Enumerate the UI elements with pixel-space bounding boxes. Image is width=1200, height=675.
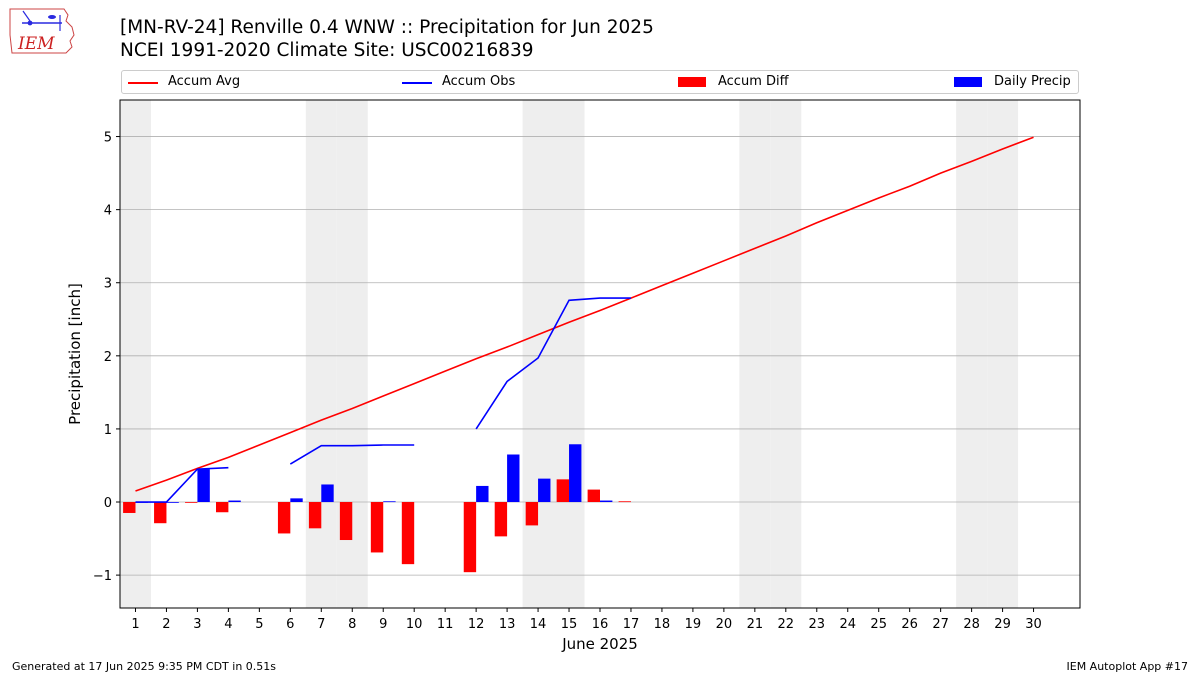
weekend-band — [739, 100, 771, 608]
accum-diff-bar — [277, 502, 291, 534]
legend-swatch-accum-obs — [402, 82, 432, 84]
footer-app: IEM Autoplot App #17 — [1066, 660, 1189, 673]
daily-precip-bar — [228, 500, 241, 503]
y-tick-label: 3 — [104, 277, 112, 292]
x-tick-label: 29 — [994, 617, 1011, 632]
y-tick-label: 1 — [104, 423, 112, 438]
weekend-band — [770, 100, 802, 608]
x-tick-label: 22 — [778, 617, 795, 632]
x-tick-label: 17 — [623, 617, 640, 632]
daily-precip-bar — [321, 484, 334, 503]
y-tick-label: 5 — [104, 131, 112, 146]
x-axis-label: June 2025 — [561, 635, 638, 653]
x-tick-label: 19 — [685, 617, 702, 632]
accum-obs-line — [289, 444, 415, 465]
accum-obs-line — [475, 297, 631, 430]
x-tick-label: 9 — [379, 617, 387, 632]
x-tick-label: 10 — [406, 617, 423, 632]
y-tick-label: −1 — [93, 569, 112, 584]
legend-label-accum-diff: Accum Diff — [718, 74, 789, 89]
weekend-band — [987, 100, 1019, 608]
x-tick-label: 2 — [162, 617, 170, 632]
accum-diff-bar — [339, 502, 353, 541]
x-tick-label: 11 — [437, 617, 454, 632]
legend-label-accum-obs: Accum Obs — [442, 74, 516, 89]
footer-generated: Generated at 17 Jun 2025 9:35 PM CDT in … — [12, 660, 277, 673]
daily-precip-bar — [290, 498, 303, 503]
accum-diff-bar — [308, 502, 322, 529]
y-tick-label: 2 — [104, 350, 112, 365]
x-tick-label: 21 — [747, 617, 764, 632]
daily-precip-bar — [507, 454, 520, 503]
iem-iowa-logo-icon: IEM — [9, 8, 75, 54]
daily-precip-bar — [569, 444, 582, 503]
plot-frame — [119, 99, 1081, 609]
daily-precip-bar — [383, 501, 396, 503]
x-tick-label: 5 — [255, 617, 263, 632]
chart-subtitle: NCEI 1991-2020 Climate Site: USC00216839 — [120, 40, 534, 61]
accum-diff-bar — [494, 502, 508, 537]
accum-obs-line — [135, 466, 229, 503]
iem-logo: IEM — [8, 5, 80, 63]
x-tick-label: 27 — [932, 617, 949, 632]
y-tick-label: 4 — [104, 204, 112, 219]
x-tick-label: 14 — [530, 617, 547, 632]
daily-precip-bar — [538, 478, 551, 503]
x-tick-label: 20 — [716, 617, 733, 632]
legend-swatch-accum-avg — [128, 82, 158, 84]
x-tick-label: 25 — [870, 617, 887, 632]
x-tick-label: 16 — [592, 617, 609, 632]
x-tick-label: 30 — [1025, 617, 1042, 632]
accum-diff-bar — [463, 502, 477, 573]
x-tick-label: 15 — [561, 617, 578, 632]
x-tick-label: 23 — [809, 617, 826, 632]
legend-swatch-daily-precip — [954, 77, 982, 87]
weekend-band — [120, 100, 151, 608]
accum-diff-bar — [556, 479, 570, 503]
chart-title: [MN-RV-24] Renville 0.4 WNW :: Precipita… — [120, 17, 654, 38]
svg-text:IEM: IEM — [17, 34, 55, 54]
y-tick-label: 0 — [104, 496, 112, 511]
legend-swatch-accum-diff — [678, 77, 706, 87]
daily-precip-bar — [600, 500, 613, 503]
accum-avg-line — [135, 136, 1034, 492]
y-axis-label: Precipitation [inch] — [66, 283, 84, 425]
x-tick-label: 1 — [131, 617, 139, 632]
x-tick-label: 26 — [901, 617, 918, 632]
x-tick-label: 4 — [224, 617, 232, 632]
x-tick-label: 12 — [468, 617, 485, 632]
accum-diff-bar — [618, 501, 631, 503]
accum-diff-bar — [401, 502, 415, 565]
weekend-band — [553, 100, 585, 608]
x-tick-label: 24 — [839, 617, 856, 632]
legend-label-daily-precip: Daily Precip — [994, 74, 1071, 89]
accum-diff-bar — [525, 502, 539, 526]
x-tick-label: 8 — [348, 617, 356, 632]
accum-diff-bar — [123, 502, 136, 513]
chart-legend: Accum Avg Accum Obs Accum Diff Daily Pre… — [121, 70, 1079, 94]
weekend-band — [956, 100, 988, 608]
x-tick-label: 18 — [654, 617, 671, 632]
daily-precip-bar — [476, 485, 489, 503]
accum-diff-bar — [216, 502, 229, 513]
x-tick-label: 13 — [499, 617, 516, 632]
daily-precip-bar — [166, 502, 179, 503]
accum-diff-bar — [587, 489, 600, 503]
x-tick-label: 6 — [286, 617, 294, 632]
x-tick-label: 3 — [193, 617, 201, 632]
x-tick-label: 28 — [963, 617, 980, 632]
weekend-band — [522, 100, 554, 608]
daily-precip-bar — [197, 469, 210, 503]
weekend-band — [305, 100, 337, 608]
accum-diff-bar — [154, 502, 167, 524]
accum-diff-bar — [370, 502, 384, 553]
legend-label-accum-avg: Accum Avg — [168, 74, 241, 89]
accum-diff-bar — [185, 502, 198, 503]
x-tick-label: 7 — [317, 617, 325, 632]
